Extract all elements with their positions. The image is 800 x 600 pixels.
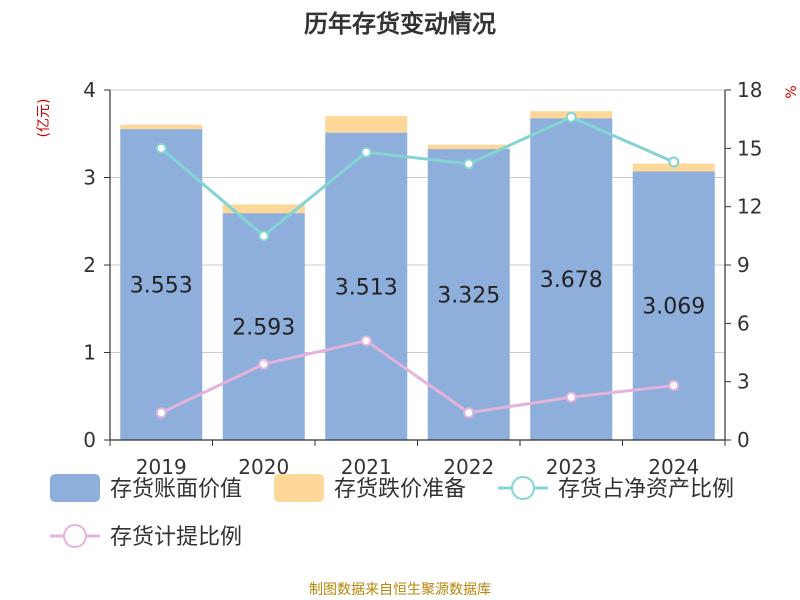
legend-book-value-swatch	[50, 474, 100, 502]
bar-value-label: 3.678	[540, 268, 603, 293]
left-tick-label: 4	[83, 78, 96, 102]
inventory-provision-ratio-point	[463, 407, 475, 419]
bar-value-label: 3.069	[642, 295, 705, 320]
bar-value-label: 3.513	[335, 275, 398, 300]
bar-inventory-reserve	[120, 124, 203, 130]
inventory-provision-ratio-point	[155, 407, 167, 419]
x-tick-label: 2024	[648, 455, 699, 479]
bar-inventory-reserve	[325, 115, 408, 133]
bar-value-label: 2.593	[232, 316, 295, 341]
grid-lines	[110, 89, 725, 353]
bar-group	[120, 111, 715, 441]
inventory-net-asset-ratio-point	[463, 158, 475, 170]
legend-net-asset-ratio-label: 存货占净资产比例	[558, 477, 734, 502]
data-labels: 3.553 2.593 3.513 3.325 3.678 3.069	[130, 268, 705, 340]
legend-provision-ratio-label: 存货计提比例	[110, 525, 242, 550]
right-axis-label: %	[784, 85, 800, 98]
inventory-net-asset-ratio-point	[360, 146, 372, 158]
right-tick-label: 12	[737, 195, 762, 219]
bar-inventory-book-value	[632, 171, 715, 440]
x-tick-label: 2022	[443, 455, 494, 479]
bar-inventory-book-value	[222, 213, 305, 440]
legend-reserve-swatch	[274, 474, 324, 502]
right-tick-label: 18	[737, 78, 762, 102]
inventory-provision-ratio-point	[668, 380, 680, 392]
source-note: 制图数据来自恒生聚源数据库	[309, 582, 491, 598]
inventory-net-asset-ratio-line	[160, 115, 675, 238]
legend-provision-ratio-swatch-marker	[63, 524, 87, 548]
inventory-net-asset-ratio-point	[668, 156, 680, 168]
bar-inventory-book-value	[427, 149, 510, 440]
left-tick-label: 0	[83, 428, 96, 452]
right-tick-label: 9	[737, 253, 750, 277]
x-tick-label: 2023	[546, 455, 597, 479]
legend-reserve-label: 存货跌价准备	[334, 477, 466, 502]
bar-inventory-book-value	[120, 129, 203, 441]
left-tick-label: 2	[83, 253, 96, 277]
inventory-net-asset-ratio-point	[565, 111, 577, 123]
chart-title: 历年存货变动情况	[304, 10, 496, 38]
legend-book-value-label: 存货账面价值	[110, 477, 242, 502]
legend-net-asset-ratio-swatch-marker	[511, 476, 535, 500]
inventory-provision-ratio-point	[258, 358, 270, 370]
inventory-provision-ratio-line	[160, 339, 674, 415]
x-tick-label: 2019	[136, 455, 187, 479]
bar-inventory-reserve	[632, 163, 715, 172]
x-tick-label: 2021	[341, 455, 392, 479]
bar-value-label: 3.325	[437, 284, 500, 309]
right-tick-label: 3	[737, 370, 750, 394]
bar-inventory-book-value	[530, 118, 613, 441]
right-tick-label: 15	[737, 136, 762, 160]
line-group	[155, 111, 680, 419]
right-tick-label: 6	[737, 311, 750, 335]
left-tick-label: 1	[83, 341, 96, 365]
inventory-provision-ratio-point	[360, 335, 372, 347]
inventory-provision-ratio-point	[565, 391, 577, 403]
inventory-net-asset-ratio-point	[155, 142, 167, 154]
left-tick-label: 3	[83, 166, 96, 190]
bar-inventory-reserve	[222, 204, 305, 214]
bar-inventory-book-value	[325, 132, 408, 441]
bar-value-label: 3.553	[130, 274, 193, 299]
inventory-net-asset-ratio-point	[258, 230, 270, 242]
right-tick-label: 0	[737, 428, 750, 452]
bar-inventory-reserve	[427, 144, 510, 150]
left-axis-label: (亿元)	[36, 99, 52, 138]
